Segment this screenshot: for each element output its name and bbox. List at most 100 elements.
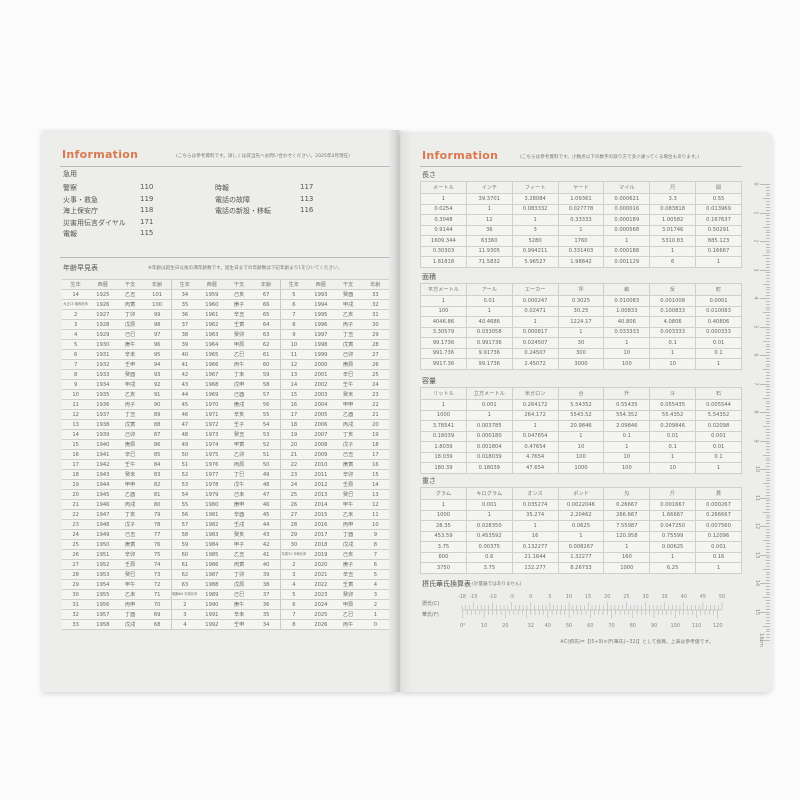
table-row: 29 1954 甲午 72 63 1988 戊辰 38 4 2022 壬寅 4 [62,579,389,590]
table-cell: 26 [279,499,308,510]
table-cell: 2018 [307,539,335,550]
table-cell: 壬寅 [334,579,362,590]
table-header-row: リットル 立方メートル 米ガロン合升斗石 [420,387,742,400]
table-cell: 31 [62,599,90,610]
table-cell: 2005 [307,409,335,420]
table-cell: 1959 [198,289,226,300]
table-cell: 82 [143,479,171,490]
ruler-tick [766,372,770,374]
table-cell: 甲子 [225,539,253,550]
table-cell: 3.30579 [420,326,467,338]
table-cell: 3 [279,569,308,580]
table-cell: 0.000016 [603,203,651,215]
table-cell: 16 [62,449,90,460]
table-cell: 49 [170,439,199,450]
table-row: 1.8039 0.001804 0.47654 10 1 0.1 0.01 [420,441,742,453]
table-cell: 0.027778 [557,203,605,215]
table-cell: 1 [603,337,651,349]
table-cell: 9.91736 [465,347,513,359]
table-cell: 885.123 [695,235,742,247]
table-cell: 6 [279,299,308,310]
table-cell: 36 [170,309,199,320]
table-cell: 17 [361,449,389,460]
table-cell: 0.132277 [511,541,559,553]
table-cell: 35 [252,609,280,620]
table-cell: 63360 [465,235,513,247]
celsius-tick-label: 5 [548,594,551,600]
table-row: 12 1937 丁丑 89 46 1971 辛亥 55 17 2005 乙酉 21 [62,409,389,420]
fahrenheit-tick-label: 70 [608,623,614,629]
divider [60,166,390,167]
table-cell: 0.9144 [420,224,467,236]
fahrenheit-tick-label: 90 [651,623,657,629]
table-cell: 55 [252,409,280,420]
ruler-label: 8 [752,410,759,414]
table-cell: 2021 [307,569,335,580]
table-cell: 戊申 [225,379,253,390]
table-cell: 2009 [307,449,335,460]
table-cell: 120.958 [603,530,651,542]
table-cell: 辛未 [116,349,144,360]
table-cell: 34 [252,619,280,630]
table-cell: 30.25 [557,305,605,317]
table-cell: 3 [361,589,389,600]
table-cell: 1981 [198,509,226,520]
ruler-tick [766,206,770,208]
table-cell: 1 [603,235,651,247]
ruler-tick [766,588,770,590]
table-cell: 1996 [307,319,335,330]
table-cell: 21 [361,409,389,420]
table-header-row: 生年 西暦 干支 年齢 生年 西暦 干支 年齢 生年 西暦 干支 年齢 [62,279,389,290]
emergency-number: 115 [140,229,154,238]
table-cell: 3 [170,609,199,620]
table-cell: 2.20462 [557,509,605,521]
conversion-table: グラム キログラム オンス ポンド匁斤貫 1 0.001 0.035274 0.0022046… [420,487,742,574]
table-cell: 1 [649,347,697,359]
table-cell: 86 [143,439,171,450]
table-cell: 99.1736 [420,337,467,349]
table-cell: 43 [170,379,199,390]
table-cell: 35 [170,299,199,310]
table-cell: 0.000267 [695,499,742,511]
ruler-tick [766,252,770,254]
table-cell: 3.01746 [649,224,697,236]
column-header: 斤 [649,487,697,500]
table-cell: 0.55435 [603,399,651,411]
table-cell: 1949 [89,529,117,540]
table-cell: 己亥 [334,549,362,560]
table-cell: 1 [603,441,651,453]
table-cell: 1 [695,358,742,370]
table-cell: 68 [143,619,171,630]
table-row: 8 1933 癸酉 93 42 1967 丁未 59 13 2001 辛巳 25 [62,369,389,380]
table-cell: 45 [170,399,199,410]
ruler-tick [766,335,770,337]
table-cell: 92 [143,379,171,390]
table-cell: 19 [361,429,389,440]
ruler-tick [766,617,770,619]
table-cell: 1 [649,451,697,463]
table-cell: 24 [361,379,389,390]
table-cell: 61 [252,349,280,360]
table-cell: 1966 [198,359,226,370]
ruler-tick [766,500,770,502]
table-cell: 40 [170,349,199,360]
table-cell: 1943 [89,469,117,480]
fahrenheit-tick-label: 60 [587,623,593,629]
ruler-tick [766,349,770,351]
table-cell: 戊辰 [225,579,253,590]
table-cell: 63 [252,329,280,340]
table-cell: 25 [361,369,389,380]
table-row: 30 1955 乙未 71 昭和64 平成元年 1989 己巳 37 5 2023 癸卯 3 [62,589,389,600]
table-cell: 1964 [198,339,226,350]
table-cell: 0.16 [695,551,742,563]
temperature-subheading: (計量器ではありません) [472,582,522,587]
ruler-tick [760,554,770,556]
table-cell: 0.30303 [420,245,467,257]
table-cell: 1 [511,316,559,328]
table-cell: 0.035274 [511,499,559,511]
table-cell: 1972 [198,419,226,430]
table-cell: 2017 [307,529,335,540]
column-header: 干支 [225,279,253,290]
table-cell: 6 [361,559,389,570]
table-cell: 0.01 [649,430,697,442]
